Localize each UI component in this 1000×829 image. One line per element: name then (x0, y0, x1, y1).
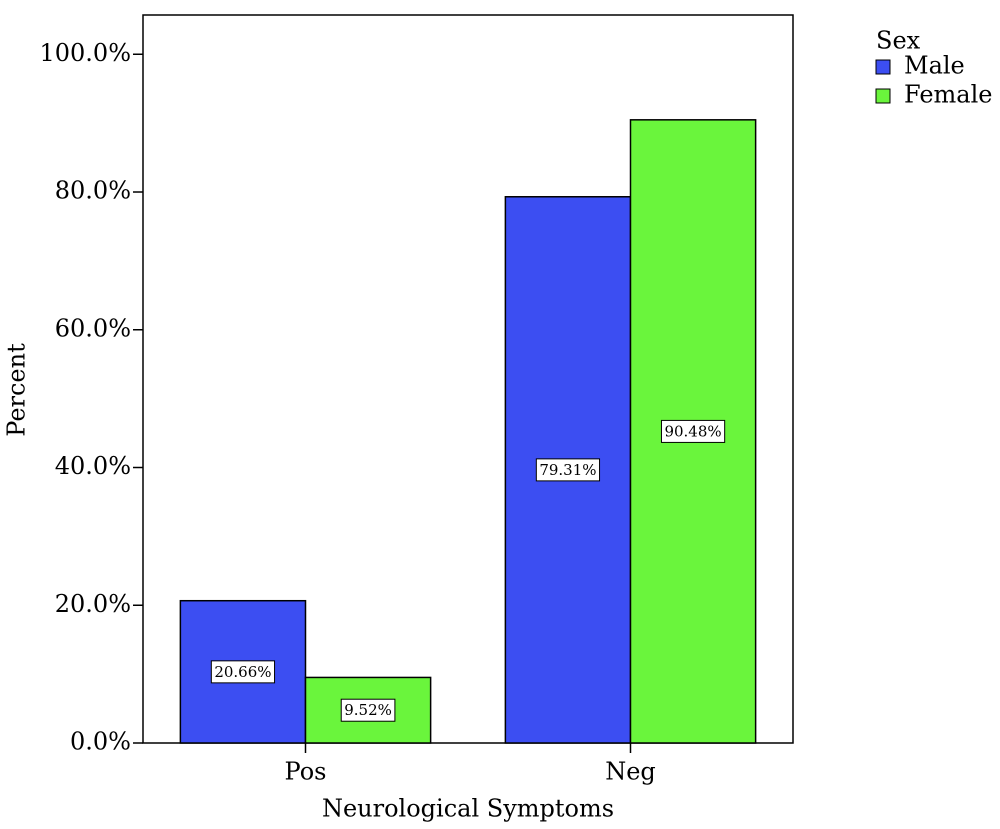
y-tick-label: 40.0% (55, 452, 131, 480)
x-tick-label: Pos (285, 758, 327, 786)
value-label-box (535, 458, 601, 482)
value-label: 79.31% (539, 461, 596, 479)
value-label-box (340, 698, 396, 722)
y-tick-label: 20.0% (55, 590, 131, 618)
legend-swatch (875, 88, 891, 104)
value-label: 90.48% (664, 422, 721, 440)
y-tick-label: 80.0% (55, 177, 131, 205)
legend-label: Male (904, 52, 965, 80)
value-label-box (660, 419, 726, 443)
plot-frame (142, 14, 794, 744)
y-tick-label: 0.0% (70, 728, 131, 756)
y-tick-label: 100.0% (39, 39, 131, 67)
legend-swatch (875, 59, 891, 75)
legend-title: Sex (876, 27, 921, 55)
x-axis-title: Neurological Symptoms (322, 795, 614, 823)
value-label: 9.52% (344, 701, 392, 719)
value-label-box (210, 660, 276, 684)
y-tick-label: 60.0% (55, 314, 131, 342)
legend-label: Female (904, 81, 993, 109)
y-axis-title: Percent (3, 343, 31, 437)
value-label: 20.66% (214, 663, 271, 681)
x-tick-label: Neg (605, 758, 656, 786)
